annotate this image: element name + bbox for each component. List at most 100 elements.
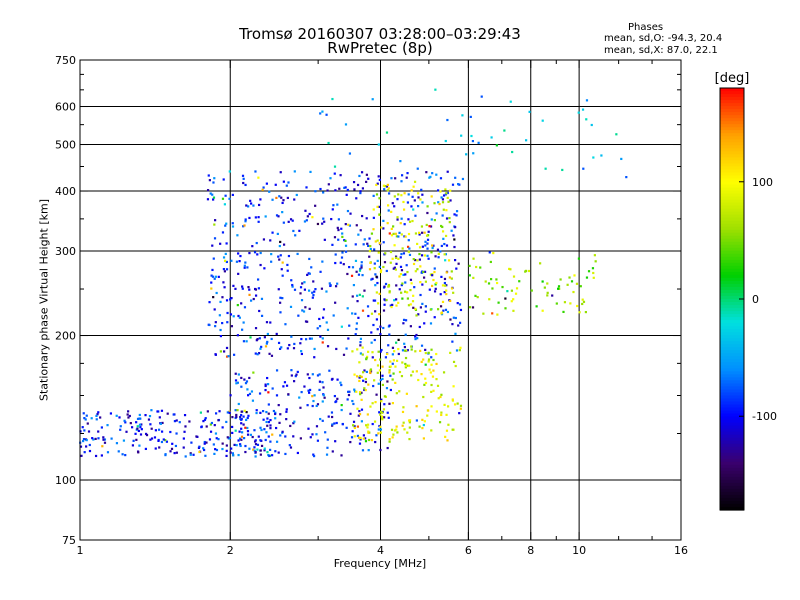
data-point <box>375 291 378 294</box>
data-point <box>576 304 579 308</box>
data-point <box>374 240 377 243</box>
data-point <box>509 100 512 103</box>
colorbar-segment <box>720 356 744 360</box>
data-point <box>117 450 120 453</box>
data-point <box>593 254 596 257</box>
data-point <box>229 298 232 301</box>
data-point <box>240 413 243 417</box>
data-point <box>316 374 320 377</box>
data-point <box>430 390 433 393</box>
data-point <box>348 390 351 393</box>
data-point <box>387 209 390 212</box>
data-point <box>287 220 290 223</box>
data-point <box>322 394 325 397</box>
data-point <box>260 345 263 348</box>
data-point <box>407 250 410 253</box>
data-point <box>253 449 256 452</box>
y-tick-label: 100 <box>55 474 76 487</box>
data-point <box>267 412 270 415</box>
data-point <box>284 323 287 326</box>
data-point <box>422 276 426 279</box>
data-point <box>561 168 564 172</box>
data-point <box>427 358 431 361</box>
data-point <box>405 176 408 179</box>
data-point <box>388 371 391 374</box>
data-point <box>353 390 357 393</box>
data-point <box>421 193 424 196</box>
data-point <box>312 453 315 456</box>
data-point <box>433 219 436 222</box>
colorbar-segment <box>720 482 744 487</box>
data-point <box>414 350 417 353</box>
colorbar-segment <box>720 320 744 324</box>
data-point <box>360 261 363 264</box>
colorbar-segment <box>720 166 744 170</box>
data-point <box>421 245 424 248</box>
data-point <box>275 440 279 443</box>
data-point <box>285 408 288 411</box>
data-point <box>355 390 358 393</box>
data-point <box>293 170 296 173</box>
data-point <box>289 446 293 449</box>
data-point <box>429 273 433 276</box>
colorbar-segment <box>720 338 744 342</box>
data-point <box>600 154 603 157</box>
data-point <box>258 337 261 340</box>
data-point <box>445 192 448 195</box>
data-point <box>95 414 98 418</box>
data-point <box>398 275 401 278</box>
data-point <box>321 337 324 340</box>
data-point <box>444 139 447 143</box>
data-point <box>183 413 187 417</box>
data-point <box>258 392 262 395</box>
data-point <box>144 414 147 417</box>
data-point <box>369 261 372 264</box>
data-point <box>442 208 445 211</box>
data-point <box>279 434 282 437</box>
colorbar-segment <box>720 500 744 505</box>
data-point <box>294 375 297 378</box>
data-point <box>345 193 348 196</box>
data-point <box>231 425 234 429</box>
data-point <box>394 255 398 258</box>
data-point <box>189 452 192 455</box>
data-point <box>343 239 346 242</box>
x-tick-label: 6 <box>465 544 472 557</box>
data-point <box>452 385 455 388</box>
data-point <box>620 157 623 161</box>
data-point <box>414 335 417 338</box>
data-point <box>204 454 207 457</box>
data-point <box>407 419 411 422</box>
data-point <box>415 370 418 373</box>
data-point <box>244 220 247 223</box>
data-point <box>212 296 215 299</box>
stats-heading: Phases <box>628 22 664 33</box>
data-point <box>341 423 344 426</box>
data-point <box>266 451 269 454</box>
data-point <box>444 188 447 191</box>
data-point <box>539 262 542 265</box>
data-point <box>286 196 289 200</box>
data-point <box>212 198 215 201</box>
colorbar-segment <box>720 193 744 198</box>
data-point <box>530 289 533 292</box>
data-point <box>397 193 400 196</box>
data-point <box>324 431 327 434</box>
data-point <box>514 292 518 295</box>
data-point <box>383 303 386 306</box>
data-point <box>468 306 472 309</box>
data-point <box>424 348 427 351</box>
data-point <box>401 410 405 414</box>
data-point <box>365 180 368 183</box>
data-point <box>386 222 389 225</box>
colorbar-segment <box>720 145 744 149</box>
data-point <box>512 275 516 278</box>
data-point <box>401 361 404 364</box>
data-point <box>404 333 407 336</box>
data-point <box>85 439 88 442</box>
colorbar-segment <box>720 196 744 201</box>
data-point <box>386 189 389 192</box>
data-point <box>376 364 380 367</box>
data-point <box>369 369 372 372</box>
